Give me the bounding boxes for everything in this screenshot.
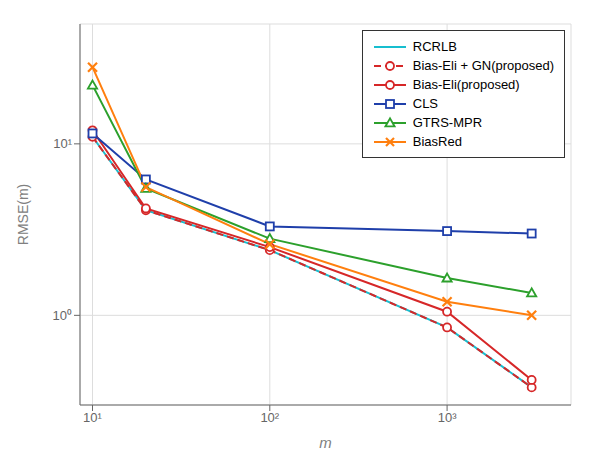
html-text:Bias-Eli(proposed): Bias-Eli(proposed) bbox=[412, 77, 520, 92]
svg-text:RMSE(m): RMSE(m) bbox=[15, 184, 31, 245]
svg-text:10⁰: 10⁰ bbox=[53, 308, 72, 323]
svg-text:10³: 10³ bbox=[438, 410, 457, 425]
svg-text:m: m bbox=[319, 434, 332, 451]
svg-text:10¹: 10¹ bbox=[83, 410, 102, 425]
html-text:Bias-Eli + GN(proposed): Bias-Eli + GN(proposed) bbox=[412, 58, 554, 73]
html-text:RCRLB: RCRLB bbox=[412, 39, 457, 54]
svg-text:10¹: 10¹ bbox=[53, 136, 72, 151]
html-text:GTRS-MPR: GTRS-MPR bbox=[412, 115, 483, 130]
svg-text:10²: 10² bbox=[260, 410, 279, 425]
html-text:CLS: CLS bbox=[412, 96, 438, 111]
html-text:BiasRed: BiasRed bbox=[412, 134, 462, 149]
